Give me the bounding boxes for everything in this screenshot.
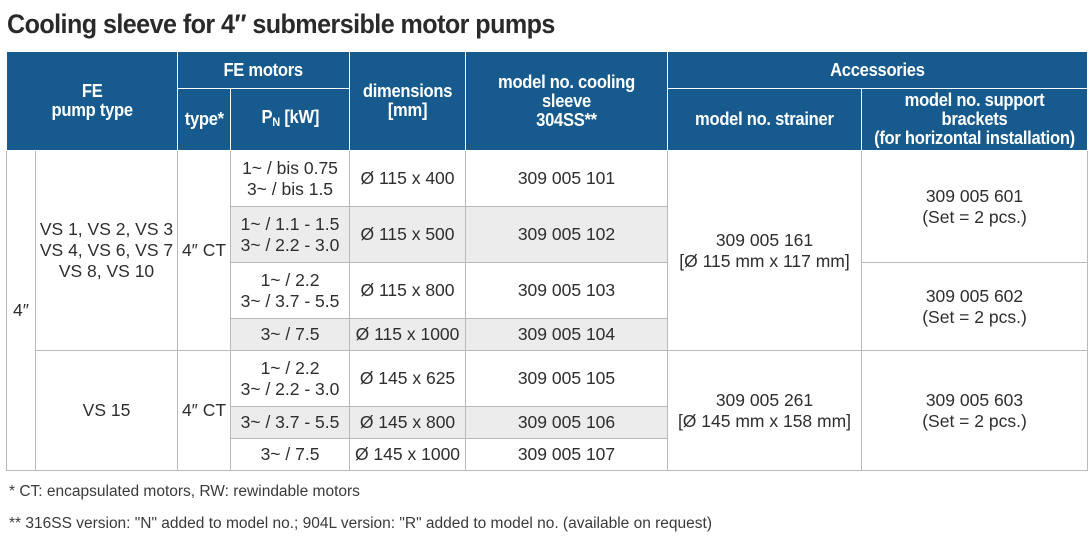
- pump-types-cell: VS 1, VS 2, VS 3 VS 4, VS 6, VS 7 VS 8, VS…: [35, 150, 178, 351]
- dimensions-cell: Ø 115 x 1000: [349, 318, 466, 351]
- dimensions-cell: Ø 115 x 400: [349, 150, 466, 207]
- sleeve-model-cell: 309 005 102: [465, 206, 668, 263]
- table-row: 3~ / 3.7 - 5.5 Ø 145 x 800 309 005 106: [7, 406, 1088, 439]
- dimensions-cell: Ø 115 x 800: [349, 262, 466, 319]
- dimensions-cell: Ø 145 x 1000: [349, 438, 466, 471]
- table-row: 3~ / 7.5 Ø 145 x 1000 309 005 107: [7, 438, 1088, 471]
- pn-cell: 1~ / 1.1 - 1.5 3~ / 2.2 - 3.0: [230, 206, 350, 263]
- size-cell: 4″: [6, 150, 36, 471]
- table-row: VS 15 4″ CT 1~ / 2.2 3~ / 2.2 - 3.0 Ø 145…: [7, 350, 1088, 471]
- sleeve-model-cell: 309 005 101: [465, 150, 668, 207]
- pn-cell: 1~ / 2.2 3~ / 3.7 - 5.5: [230, 262, 350, 319]
- footnote-ct: * CT: encapsulated motors, RW: rewindabl…: [9, 483, 360, 500]
- bracket-cell: 309 005 603 (Set = 2 pcs.): [861, 350, 1088, 471]
- pn-cell: 3~ / 3.7 - 5.5: [230, 406, 350, 439]
- sleeve-model-cell: 309 005 106: [465, 406, 668, 439]
- sleeve-model-cell: 309 005 105: [465, 350, 668, 407]
- strainer-cell: 309 005 161 [Ø 115 mm x 117 mm]: [667, 150, 862, 351]
- table-row: 1~ / 2.2 3~ / 3.7 - 5.5 Ø 115 x 800 309 0…: [7, 262, 1088, 351]
- dimensions-cell: Ø 145 x 625: [349, 350, 466, 407]
- pn-cell: 3~ / 7.5: [230, 438, 350, 471]
- pn-cell: 1~ / 2.2 3~ / 2.2 - 3.0: [230, 350, 350, 407]
- pn-cell: 3~ / 7.5: [230, 318, 350, 351]
- table-row: 1~ / 1.1 - 1.5 3~ / 2.2 - 3.0 Ø 115 x 500…: [7, 206, 1088, 263]
- header-pump-type: FE pump type: [6, 51, 178, 151]
- page-title: Cooling sleeve for 4″ submersible motor …: [7, 9, 555, 39]
- header-brackets: model no. support brackets (for horizonta…: [861, 88, 1088, 151]
- header-accessories: Accessories: [667, 51, 1088, 89]
- sleeve-model-cell: 309 005 107: [465, 438, 668, 471]
- header-dimensions: dimensions [mm]: [349, 51, 466, 151]
- cooling-sleeve-table: FE pump type FE motors dimensions [mm] mod…: [6, 51, 1088, 471]
- dimensions-cell: Ø 145 x 800: [349, 406, 466, 439]
- sleeve-model-cell: 309 005 103: [465, 262, 668, 319]
- header-strainer: model no. strainer: [667, 88, 862, 151]
- header-cooling-sleeve: model no. cooling sleeve 304SS**: [465, 51, 668, 151]
- table-row: 3~ / 7.5 Ø 115 x 1000 309 005 104: [7, 318, 1088, 351]
- footnote-material: ** 316SS version: "N" added to model no.…: [9, 515, 712, 532]
- strainer-cell: 309 005 261 [Ø 145 mm x 158 mm]: [667, 350, 862, 471]
- bracket-cell: 309 005 601 (Set = 2 pcs.): [861, 150, 1088, 263]
- motor-type-cell: 4″ CT: [177, 150, 231, 351]
- sleeve-model-cell: 309 005 104: [465, 318, 668, 351]
- header-pn: PN [kW]: [230, 88, 350, 151]
- dimensions-cell: Ø 115 x 500: [349, 206, 466, 263]
- header-type: type*: [177, 88, 231, 151]
- bracket-cell: 309 005 602 (Set = 2 pcs.): [861, 262, 1088, 351]
- header-fe-motors: FE motors: [177, 51, 350, 89]
- pump-types-cell: VS 15: [35, 350, 178, 471]
- pn-cell: 1~ / bis 0.75 3~ / bis 1.5: [230, 150, 350, 207]
- table-row: 4″ VS 1, VS 2, VS 3 VS 4, VS 6, VS 7 VS 8,…: [6, 150, 1088, 471]
- motor-type-cell: 4″ CT: [177, 350, 231, 471]
